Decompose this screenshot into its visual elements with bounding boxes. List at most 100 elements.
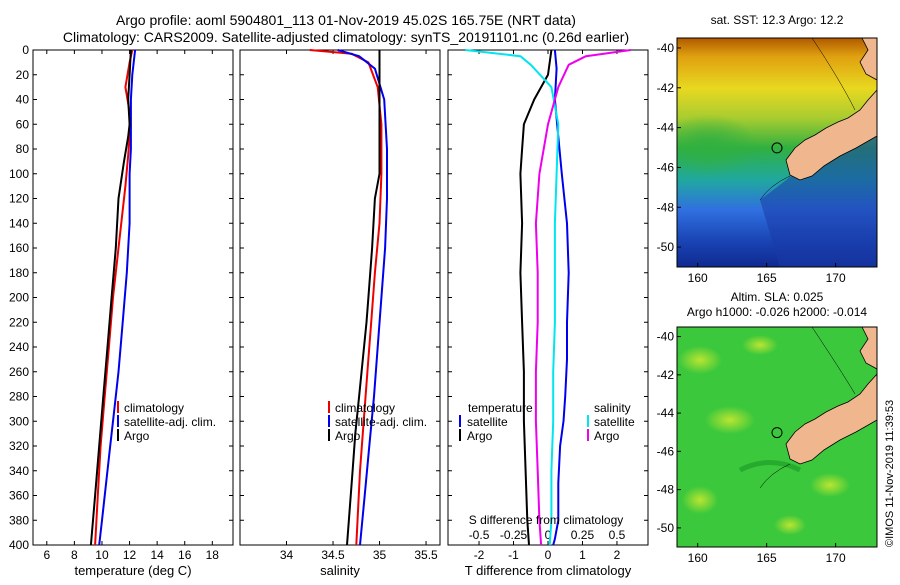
sla-map-image [677,327,877,547]
y-tick-label: 280 [9,390,29,404]
lon-tick-label: 165 [757,551,777,565]
sla-map-title: Altim. SLA: 0.025 [731,290,824,304]
lat-tick-label: -44 [657,406,675,420]
x-tick-label: 35 [373,548,387,562]
x2-tick-label: 0.5 [609,528,626,542]
salinity-xlabel: salinity [320,563,360,578]
sla-map-subtitle: Argo h1000: -0.026 h2000: -0.014 [687,305,867,319]
temperature-axes [32,49,234,546]
legend-salinity-title: salinity [594,401,631,415]
lat-tick-label: -48 [657,483,675,497]
x2-tick-label: -0.5 [469,528,490,542]
lat-tick-label: -50 [657,240,675,254]
sst-map-image [677,38,877,267]
y-tick-label: 40 [16,93,30,107]
legend-satellite-label: satellite-adj. clim. [124,415,216,429]
x-tick-label: 10 [95,548,109,562]
y-tick-label: 220 [9,315,29,329]
series-satellite-adj-clim- [337,49,388,546]
lat-tick-label: -40 [657,330,675,344]
credit-stamp: ©IMOS 11-Nov-2019 11:39:53 [884,400,896,547]
y-tick-label: 20 [16,68,30,82]
y-tick-label: 60 [16,117,30,131]
x-tick-label: -1 [508,548,519,562]
legend-t-satellite-label: satellite [467,415,508,429]
y-tick-label: 240 [9,340,29,354]
lat-tick-label: -42 [657,81,675,95]
legend-argo-label: Argo [124,429,150,443]
y-tick-label: 260 [9,365,29,379]
lat-tick-label: -42 [657,368,675,382]
sst-map-title: sat. SST: 12.3 Argo: 12.2 [711,13,844,27]
series-climatology [94,49,134,546]
new-zealand-land [785,89,877,181]
lat-tick-label: -48 [657,200,675,214]
y-tick-label: 100 [9,167,29,181]
difference-legend: temperature satellite Argo salinity sate… [459,401,635,443]
x-tick-label: 2 [614,548,621,562]
y-tick-label: 0 [22,43,29,57]
y-tick-label: 140 [9,216,29,230]
difference-plot: -2 -1 0 1 2 -0.5 -0.25 0 0.25 0.5 [465,49,631,562]
y-tick-label: 120 [9,192,29,206]
sst-map-axes: 160 165 170 -40 -42 -44 -46 -48 -50 [657,41,846,285]
x-tick-label: 34 [280,548,294,562]
x-tick-label: 14 [150,548,164,562]
y-tick-label: 340 [9,464,29,478]
legend-s-argo-label: Argo [594,429,620,443]
legend-satellite-label: satellite-adj. clim. [335,415,427,429]
x-tick-label: 16 [178,548,192,562]
x-tick-label: 12 [123,548,137,562]
series-s-satellite [465,49,560,546]
sla-map-axes: 160 165 170 -40 -42 -44 -46 -48 -50 [657,330,846,565]
lat-tick-label: -46 [657,160,675,174]
series-t-argo [519,49,553,546]
north-island-land [859,38,877,81]
y-tick-label: 180 [9,266,29,280]
lon-tick-label: 170 [826,551,846,565]
x-tick-label: 0 [545,548,552,562]
x-tick-label: 34.5 [321,548,345,562]
sla-map-frame [676,326,878,548]
y-tick-label: 300 [9,414,29,428]
figure-title-line1: Argo profile: aoml 5904801_113 01-Nov-20… [116,12,576,28]
depth-axis: 0 20 40 60 80 100 120 140 160 180 200 220 240 260 280 3… [9,43,648,552]
north-island-land [859,327,877,370]
series-s-argo [534,49,631,546]
temperature-xlabel: temperature (deg C) [74,563,191,578]
y-tick-label: 380 [9,513,29,527]
argo-position-marker [771,427,783,439]
s-difference-xlabel: S difference from climatology [469,513,624,527]
x-tick-label: 1 [579,548,586,562]
series-climatology [309,49,383,546]
x2-tick-label: 0.25 [571,528,595,542]
sst-map-frame [676,37,878,268]
t-difference-xlabel: T difference from climatology [465,563,632,578]
lon-tick-label: 160 [688,271,708,285]
x-tick-label: -2 [474,548,485,562]
series-argo [346,50,381,546]
temperature-legend: climatology satellite-adj. clim. Argo [117,401,216,443]
legend-t-argo-label: Argo [467,429,493,443]
y-tick-label: 80 [16,142,30,156]
x2-tick-label: -0.25 [500,528,528,542]
salinity-plot: 34 34.5 35 35.5 [280,49,438,562]
x-tick-label: 8 [71,548,78,562]
x-tick-label: 6 [43,548,50,562]
temperature-plot: 6 8 10 12 14 16 18 [43,49,220,562]
legend-argo-label: Argo [335,429,361,443]
legend-s-satellite-label: satellite [594,415,635,429]
legend-climatology-label: climatology [124,401,184,415]
x2-tick-label: 0 [545,528,552,542]
salinity-legend: climatology satellite-adj. clim. Argo [328,401,427,443]
y-tick-label: 200 [9,291,29,305]
lon-tick-label: 160 [688,551,708,565]
lon-tick-label: 165 [757,271,777,285]
y-tick-label: 320 [9,439,29,453]
y-tick-label: 400 [9,538,29,552]
figure-title-line2: Climatology: CARS2009. Satellite-adjuste… [63,29,629,45]
y-tick-label: 160 [9,241,29,255]
x-tick-label: 18 [206,548,220,562]
series-argo [89,49,132,546]
